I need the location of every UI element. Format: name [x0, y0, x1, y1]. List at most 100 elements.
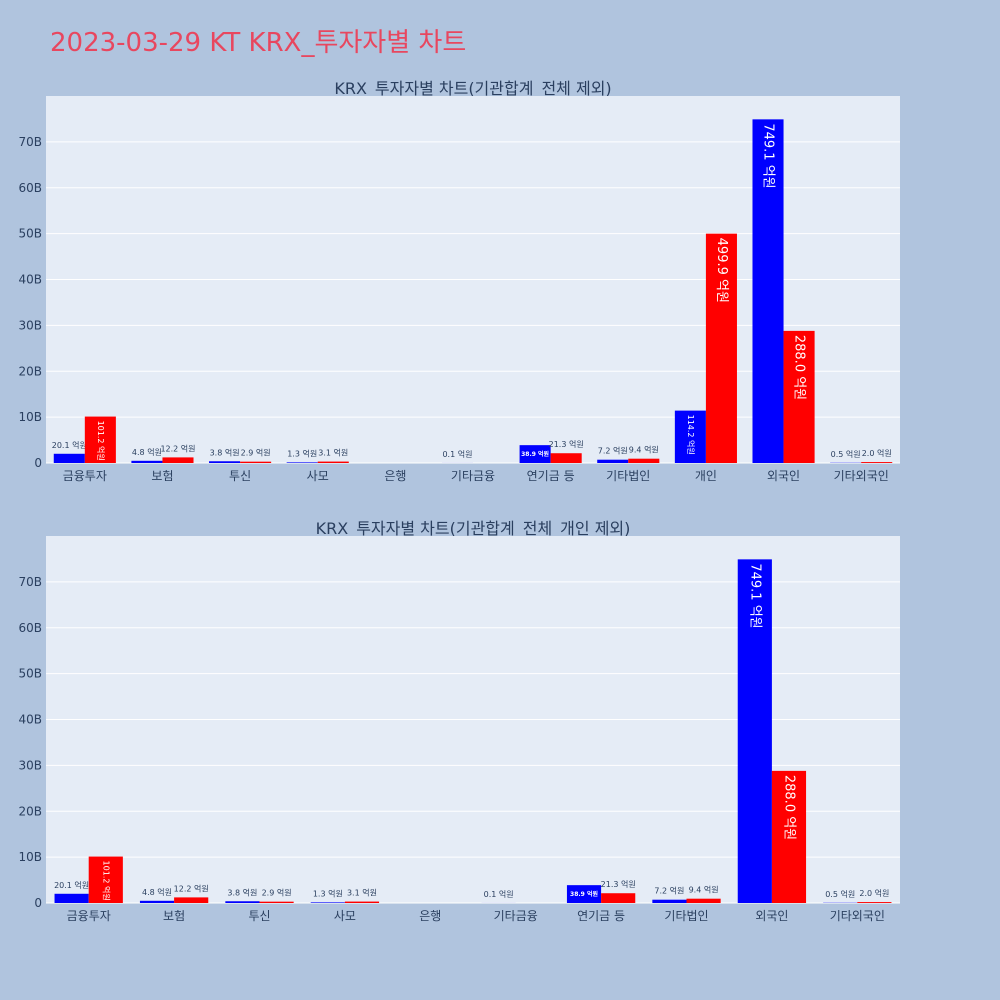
x-tick-label: 투신	[229, 469, 251, 483]
bar-value-label: 2.9 억원	[241, 448, 271, 458]
y-tick-label: 50B	[18, 227, 42, 241]
y-tick-label: 50B	[18, 667, 42, 681]
bar	[628, 458, 660, 463]
x-tick-label: 금융투자	[63, 469, 107, 483]
bar-value-label: 3.8 억원	[210, 447, 240, 457]
y-tick-label: 60B	[18, 621, 42, 635]
bar-value-label: 1.3 억원	[313, 888, 343, 898]
x-tick-label: 기타외국인	[834, 469, 889, 483]
y-tick-label: 60B	[18, 181, 42, 195]
bar-value-label: 3.1 억원	[347, 888, 377, 898]
bar-value-label: 499.9 억원	[714, 238, 729, 303]
x-tick-label: 금융투자	[67, 909, 111, 923]
bar-value-label: 12.2 억원	[160, 443, 195, 453]
bar-value-label: 12.2 억원	[174, 883, 209, 893]
bar-value-label: 9.4 억원	[629, 445, 659, 455]
bar-value-label: 2.0 억원	[859, 888, 889, 898]
x-tick-label: 은행	[419, 908, 441, 923]
bar	[705, 233, 737, 463]
bar	[53, 453, 85, 463]
x-tick-label: 외국인	[767, 469, 800, 483]
chart-title: KRX_투자자별 차트(기관합계_전체_개인 제외)	[316, 519, 631, 539]
bar-value-label: 7.2 억원	[598, 446, 628, 456]
bar	[771, 770, 807, 903]
y-tick-label: 70B	[18, 575, 42, 589]
bar-value-label: 3.1 억원	[318, 448, 348, 458]
x-tick-label: 보험	[151, 469, 173, 483]
bar	[240, 461, 272, 463]
bar-value-label: 38.9 억원	[521, 450, 549, 458]
y-tick-label: 30B	[18, 758, 42, 772]
bar	[54, 893, 89, 903]
bar	[686, 898, 721, 903]
y-tick-label: 20B	[18, 364, 42, 378]
bar-value-label: 21.3 억원	[601, 879, 636, 889]
bar-value-label: 749.1 억원	[747, 563, 762, 628]
bar	[84, 416, 116, 463]
y-tick-label: 10B	[18, 850, 42, 864]
bar	[286, 462, 318, 463]
x-tick-label: 연기금 등	[527, 469, 575, 483]
bar-value-label: 38.9 억원	[570, 890, 598, 898]
bar	[601, 893, 636, 903]
bar	[597, 459, 629, 463]
bar-value-label: 288.0 억원	[792, 335, 807, 400]
page-title: 2023-03-29 KT KRX_투자자별 차트	[50, 28, 467, 58]
y-tick-label: 0	[34, 456, 42, 470]
y-tick-label: 30B	[18, 318, 42, 332]
bar	[259, 901, 294, 903]
bar-value-label: 9.4 억원	[689, 885, 719, 895]
y-tick-label: 70B	[18, 135, 42, 149]
bar-value-label: 114.2 억원	[686, 415, 696, 455]
bar	[857, 902, 892, 903]
bar-value-label: 2.9 억원	[262, 888, 292, 898]
x-tick-label: 보험	[163, 909, 185, 923]
bar-value-label: 288.0 억원	[781, 775, 796, 840]
bar	[783, 330, 815, 463]
x-tick-label: 기타법인	[606, 469, 650, 483]
bar	[861, 462, 893, 463]
x-tick-label: 사모	[334, 909, 356, 923]
bar-value-label: 0.1 억원	[484, 889, 514, 899]
x-tick-label: 개인	[695, 469, 717, 483]
x-tick-label: 기타법인	[664, 909, 708, 923]
chart-title: KRX_투자자별 차트(기관합계_전체 제외)	[334, 79, 611, 99]
bar-value-label: 21.3 억원	[549, 439, 584, 449]
y-tick-label: 20B	[18, 804, 42, 818]
bar-value-label: 4.8 억원	[132, 447, 162, 457]
bar	[566, 885, 602, 903]
bar-value-label: 3.8 억원	[227, 887, 257, 897]
bar-value-label: 0.5 억원	[831, 449, 861, 459]
bar-value-label: 0.5 억원	[825, 889, 855, 899]
bar	[310, 902, 345, 903]
bar	[652, 899, 687, 903]
bar	[752, 119, 784, 463]
bar-value-label: 4.8 억원	[142, 887, 172, 897]
bar	[174, 897, 209, 903]
y-tick-label: 40B	[18, 713, 42, 727]
bar	[737, 559, 772, 903]
bar-value-label: 101.2 억원	[101, 861, 111, 901]
x-tick-label: 은행	[384, 468, 406, 483]
bar-value-label: 1.3 억원	[287, 448, 317, 458]
bar	[88, 856, 123, 903]
x-tick-label: 기타외국인	[830, 909, 885, 923]
x-tick-label: 투신	[248, 909, 270, 923]
bar	[139, 900, 175, 903]
bar	[674, 410, 706, 463]
bar	[162, 457, 194, 463]
bar-value-label: 749.1 억원	[761, 123, 776, 188]
y-tick-label: 0	[34, 896, 42, 910]
x-tick-label: 기타금융	[494, 909, 538, 923]
x-tick-label: 외국인	[755, 909, 788, 923]
bar	[131, 460, 163, 463]
x-tick-label: 연기금 등	[577, 909, 625, 923]
bar	[344, 901, 380, 903]
x-tick-label: 사모	[307, 469, 329, 483]
y-tick-label: 40B	[18, 273, 42, 287]
bar-value-label: 20.1 억원	[52, 440, 87, 450]
y-tick-label: 10B	[18, 410, 42, 424]
bar	[225, 901, 260, 903]
